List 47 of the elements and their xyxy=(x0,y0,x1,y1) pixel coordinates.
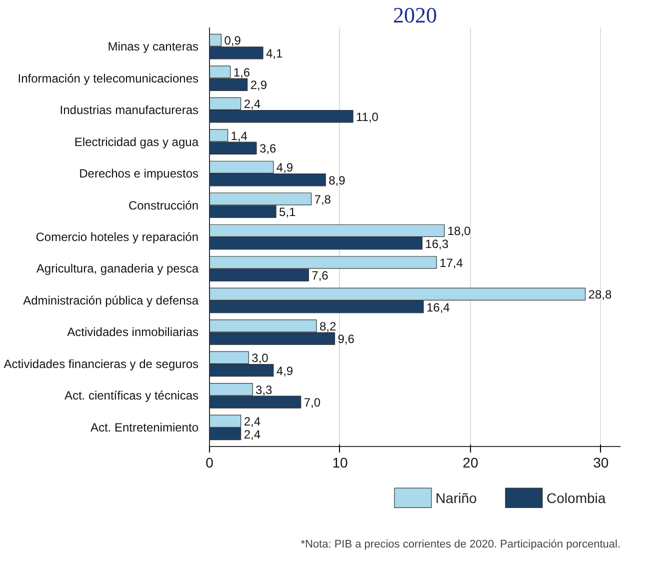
y-tick-label: Act. científicas y técnicas xyxy=(64,388,199,403)
y-tick-label: Derechos e impuestos xyxy=(79,166,198,181)
data-label: 3,6 xyxy=(259,142,276,156)
data-label: 4,9 xyxy=(276,160,294,175)
data-label: 5,1 xyxy=(279,205,296,220)
data-label: 9,6 xyxy=(338,332,355,346)
data-label: 7,8 xyxy=(314,192,332,206)
y-tick-label: Electricidad gas y agua xyxy=(74,134,199,149)
text: *Nota: PIB a precios corrientes de 2020. Participación porcentual. xyxy=(300,538,621,550)
data-label: 28,8 xyxy=(588,288,612,302)
chart-title: 2020 xyxy=(393,2,437,28)
data-label: 7,0 xyxy=(304,396,321,410)
x-tick-label: 10 xyxy=(332,454,348,470)
y-tick-label: Industrias manufactureras xyxy=(60,103,198,118)
y-tick-label: Actividades inmobiliarias xyxy=(67,325,198,340)
data-label: 4,9 xyxy=(276,364,294,378)
y-tick-label: Minas y canteras xyxy=(108,40,198,54)
data-label: 1,6 xyxy=(233,65,250,80)
y-tick-label: Act. Entretenimiento xyxy=(90,420,199,434)
data-label: 16,3 xyxy=(425,236,449,251)
y-tick-label: Comercio hoteles y reparación xyxy=(36,230,199,244)
data-label: 2,4 xyxy=(244,97,261,112)
legend-label: Nariño xyxy=(436,490,478,506)
data-label: 1,4 xyxy=(230,128,248,143)
data-label: 17,4 xyxy=(440,256,464,270)
x-tick-label: 20 xyxy=(462,454,478,470)
data-label: 16,4 xyxy=(426,300,450,314)
data-label: 11,0 xyxy=(356,110,379,124)
data-label: 3,0 xyxy=(252,351,269,366)
x-tick-label: 30 xyxy=(593,454,609,470)
x-tick-label: 0 xyxy=(206,454,214,470)
y-tick-label: Administración pública y defensa xyxy=(23,293,199,308)
data-label: 3,3 xyxy=(256,382,273,397)
data-label: 18,0 xyxy=(447,224,472,238)
data-label: 2,4 xyxy=(244,427,261,442)
legend-label: Colombia xyxy=(546,490,606,506)
y-tick-label: Construcción xyxy=(128,198,198,212)
data-label: 4,1 xyxy=(266,46,284,60)
data-label: 8,9 xyxy=(328,173,346,188)
data-label: 2,4 xyxy=(244,414,261,429)
data-label: 7,6 xyxy=(312,268,329,283)
data-label: 8,2 xyxy=(319,319,336,334)
y-tick-label: Actividades financieras y de seguros xyxy=(4,356,199,371)
y-tick-label: Agricultura, ganaderia y pesca xyxy=(36,262,199,276)
data-label: 2,9 xyxy=(250,78,268,92)
data-label: 0,9 xyxy=(224,34,242,48)
y-tick-label: Información y telecomunicaciones xyxy=(18,71,199,86)
